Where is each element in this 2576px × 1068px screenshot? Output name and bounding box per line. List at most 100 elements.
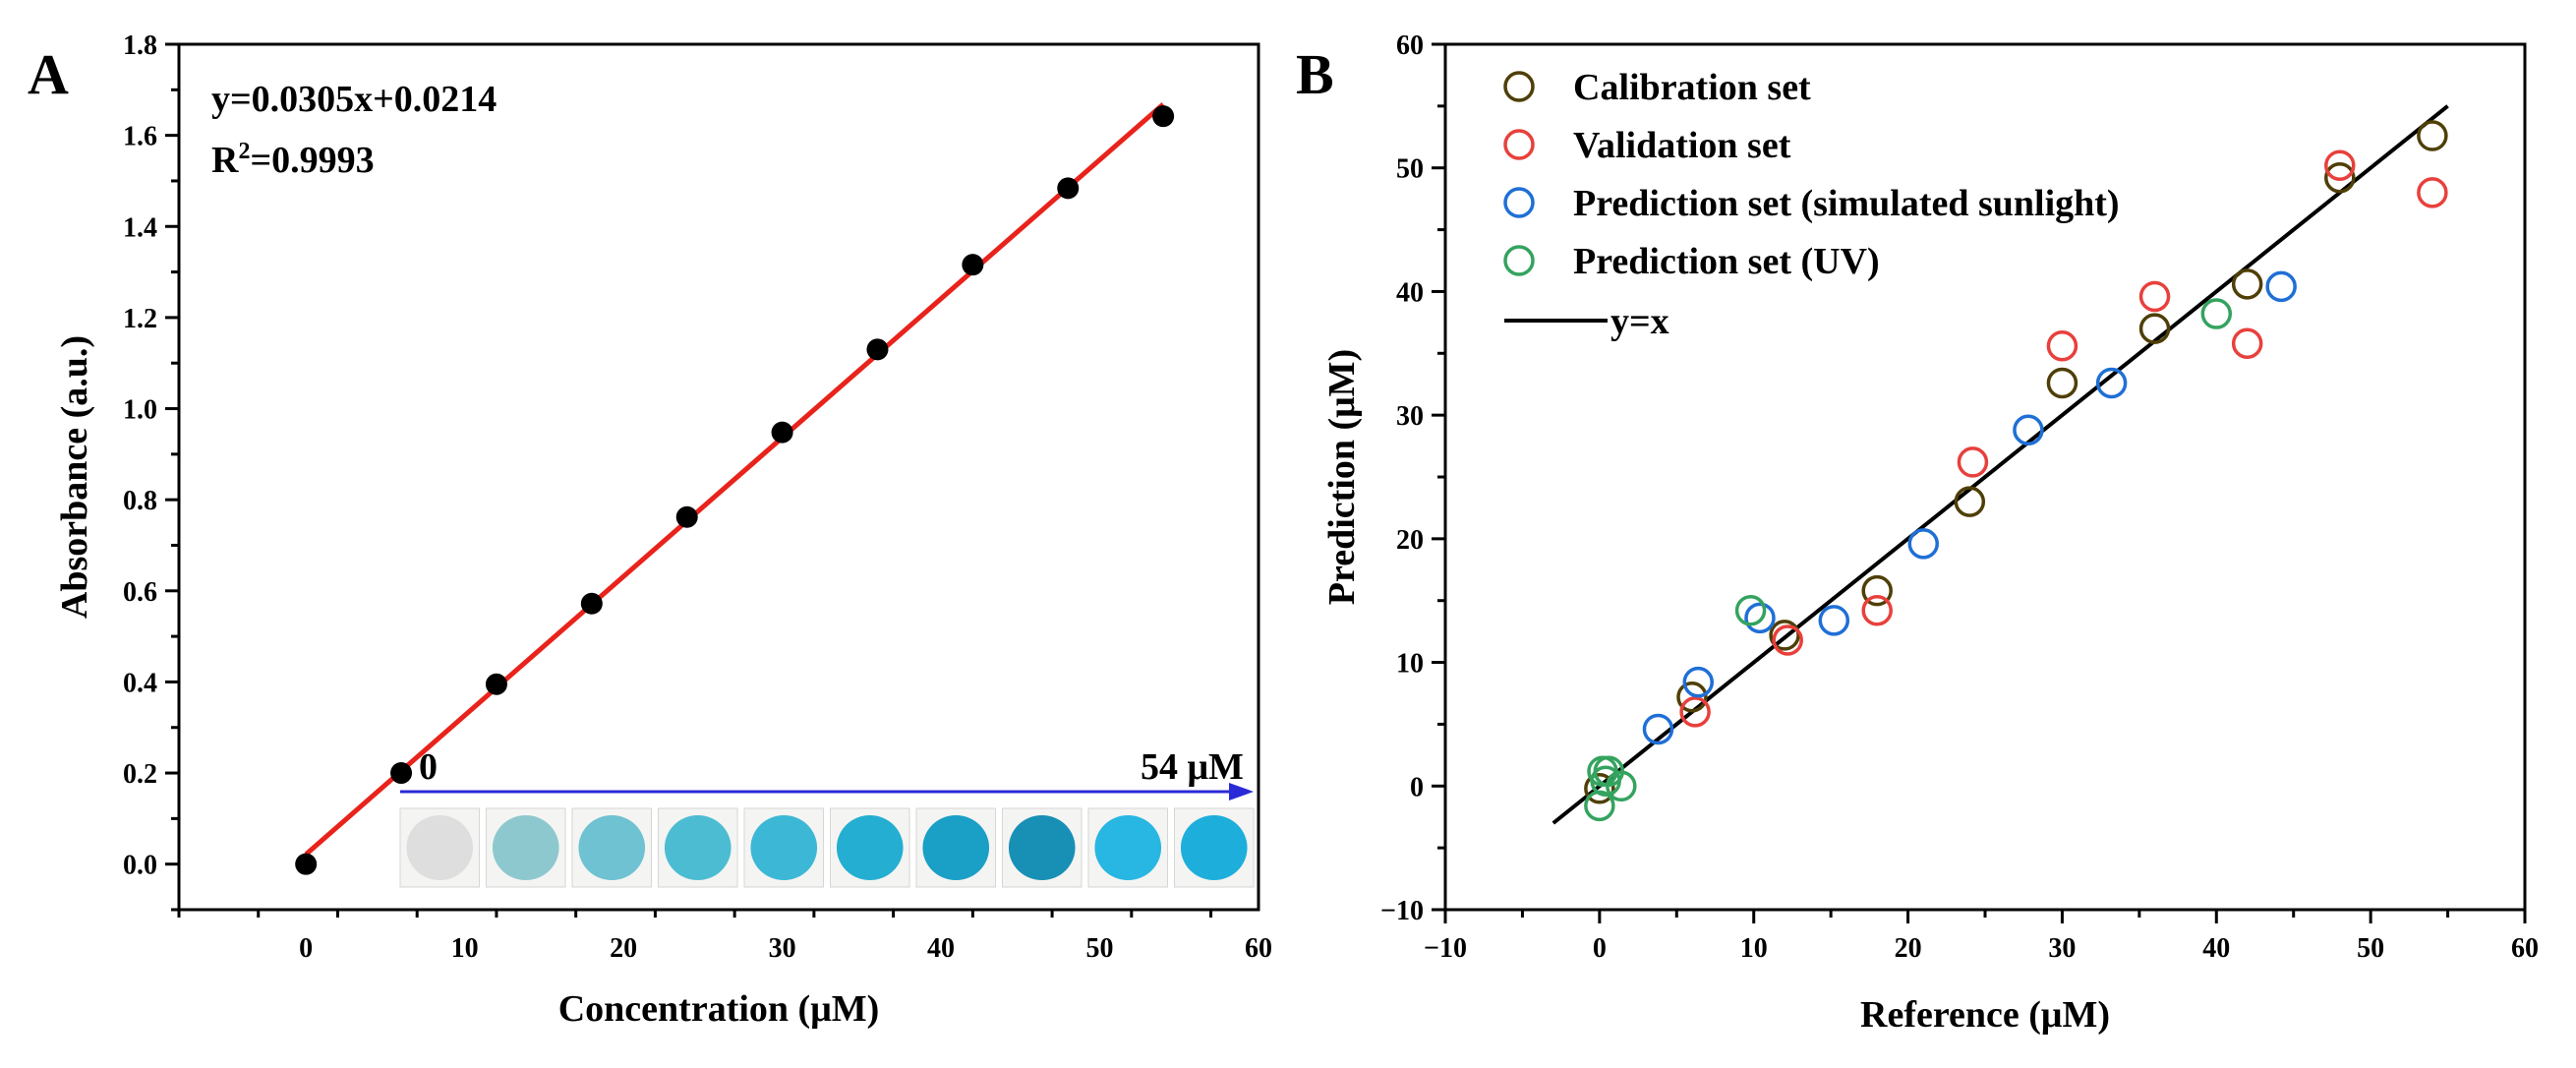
y-tick-label-a: 1.4 — [123, 212, 157, 243]
data-point — [486, 674, 507, 695]
data-point — [295, 854, 317, 875]
marker-calibration-set — [1956, 488, 1983, 515]
data-point — [1152, 105, 1174, 127]
legend-label-validation: Validation set — [1573, 125, 1791, 166]
x-tick-label-b: 0 — [1593, 933, 1607, 964]
y-tick-label-a: 0.2 — [123, 759, 157, 790]
x-tick-label-a: 40 — [927, 933, 955, 964]
y-axis-label-b: Prediction (μM) — [1321, 349, 1363, 605]
panel-b: B −10 0 10 20 30 40 50 60 −10 0 10 20 30 40 50 60 Calib… — [1296, 30, 2539, 1036]
x-tick-label-b: 50 — [2357, 933, 2384, 964]
r2-value: =0.9993 — [250, 140, 374, 181]
well-solution — [837, 815, 904, 880]
x-tick-label-a: 60 — [1245, 933, 1272, 964]
legend-item-calibration: Calibration set — [1505, 67, 1811, 108]
r2-prefix: R — [211, 140, 239, 181]
legend: Calibration set Validation set Predictio… — [1504, 67, 2120, 342]
x-tick-label-a: 20 — [610, 933, 637, 964]
data-point — [676, 506, 698, 528]
well-solution — [665, 815, 732, 880]
legend-marker-validation — [1505, 131, 1533, 158]
x-tick-label-b: 10 — [1740, 933, 1768, 964]
legend-item-uv: Prediction set (UV) — [1505, 241, 1880, 282]
marker-prediction-set-uv — [2202, 300, 2230, 327]
x-tick-label-a: 50 — [1086, 933, 1114, 964]
legend-label-sunlight: Prediction set (simulated sunlight) — [1573, 183, 2120, 224]
panel-letter-b: B — [1296, 42, 1334, 106]
marker-prediction-set-simulated-sunlight — [1909, 530, 1937, 558]
x-tick-label-b: 60 — [2511, 933, 2539, 964]
y-tick-label-b: 60 — [1396, 30, 1424, 61]
y-tick-label-a: 0.6 — [123, 577, 157, 608]
marker-validation-set — [2419, 179, 2446, 207]
marker-validation-set — [2234, 329, 2261, 357]
y-tick-label-a: 1.8 — [123, 30, 157, 61]
well-solution — [1009, 815, 1076, 880]
marker-calibration-set — [2419, 122, 2446, 149]
marker-validation-set — [2048, 332, 2076, 360]
y-tick-label-b: 20 — [1396, 525, 1424, 556]
y-tick-label-b: 0 — [1410, 772, 1424, 802]
legend-label-reference: y=x — [1610, 301, 1669, 342]
r2-superscript: 2 — [238, 139, 250, 164]
panel-letter-a: A — [28, 42, 69, 106]
well-solution — [493, 815, 559, 880]
x-tick-label-a: 30 — [769, 933, 796, 964]
well-solution — [922, 815, 989, 880]
well-solution — [1094, 815, 1161, 880]
fit-line — [306, 104, 1163, 855]
x-tick-label-a: 0 — [299, 933, 313, 964]
legend-item-sunlight: Prediction set (simulated sunlight) — [1505, 183, 2120, 224]
color-inset: 0 54 μM — [400, 746, 1254, 887]
fit-equation: y=0.0305x+0.0214 — [211, 79, 497, 120]
marker-prediction-set-simulated-sunlight — [2015, 416, 2042, 444]
marker-calibration-set — [2141, 315, 2169, 342]
data-point — [1057, 177, 1079, 199]
legend-marker-calibration — [1505, 73, 1533, 100]
inset-end-label: 54 μM — [1141, 746, 1244, 788]
legend-label-calibration: Calibration set — [1573, 67, 1811, 108]
well-solution — [750, 815, 817, 880]
r-squared: R2=0.9993 — [211, 139, 375, 181]
x-tick-label-b: 40 — [2202, 933, 2230, 964]
x-tick-label-a: 10 — [451, 933, 479, 964]
marker-validation-set — [1959, 448, 1986, 476]
x-tick-label-b: 30 — [2048, 933, 2076, 964]
y-tick-label-b: 30 — [1396, 401, 1424, 432]
marker-validation-set — [2141, 282, 2169, 310]
x-tick-label-b: −10 — [1424, 933, 1467, 964]
marker-calibration-set — [2048, 369, 2076, 396]
well-solution — [1181, 815, 1248, 880]
y-tick-label-b: −10 — [1380, 896, 1424, 926]
y-tick-label-a: 1.6 — [123, 122, 157, 152]
y-tick-label-a: 1.0 — [123, 395, 157, 426]
y-tick-label-a: 0.0 — [123, 851, 157, 881]
marker-prediction-set-simulated-sunlight — [2267, 272, 2295, 300]
marker-prediction-set-simulated-sunlight — [1820, 607, 1847, 634]
well-strip — [400, 808, 1254, 887]
y-tick-label-b: 50 — [1396, 154, 1424, 185]
x-axis-label-b: Reference (μM) — [1860, 994, 2110, 1036]
y-tick-label-b: 10 — [1396, 649, 1424, 680]
legend-item-reference-line: y=x — [1504, 301, 1669, 342]
marker-validation-set — [1863, 597, 1891, 624]
data-point — [866, 338, 888, 360]
data-point — [390, 762, 412, 784]
y-tick-label-a: 0.4 — [123, 668, 157, 698]
y-tick-label-a: 0.8 — [123, 486, 157, 516]
legend-label-uv: Prediction set (UV) — [1573, 241, 1880, 282]
x-axis-label-a: Concentration (μM) — [558, 988, 880, 1030]
x-tick-label-b: 20 — [1895, 933, 1922, 964]
y-axis-label-a: Absorbance (a.u.) — [54, 335, 95, 619]
well-solution — [578, 815, 645, 880]
legend-marker-sunlight — [1505, 189, 1533, 216]
legend-item-validation: Validation set — [1505, 125, 1791, 166]
legend-marker-uv — [1505, 247, 1533, 274]
figure: A 0 54 μM 0 10 20 30 40 50 600.00.20.40.60.81.… — [0, 0, 2576, 1068]
y-tick-label-a: 1.2 — [123, 304, 157, 334]
panel-a: A 0 54 μM 0 10 20 30 40 50 60 0.0 0.2 0.4 0.6 0.8 1.… — [28, 30, 1272, 1030]
data-point — [772, 422, 793, 444]
y-tick-label-b: 40 — [1396, 277, 1424, 308]
data-point — [581, 593, 603, 615]
data-point — [962, 254, 983, 275]
